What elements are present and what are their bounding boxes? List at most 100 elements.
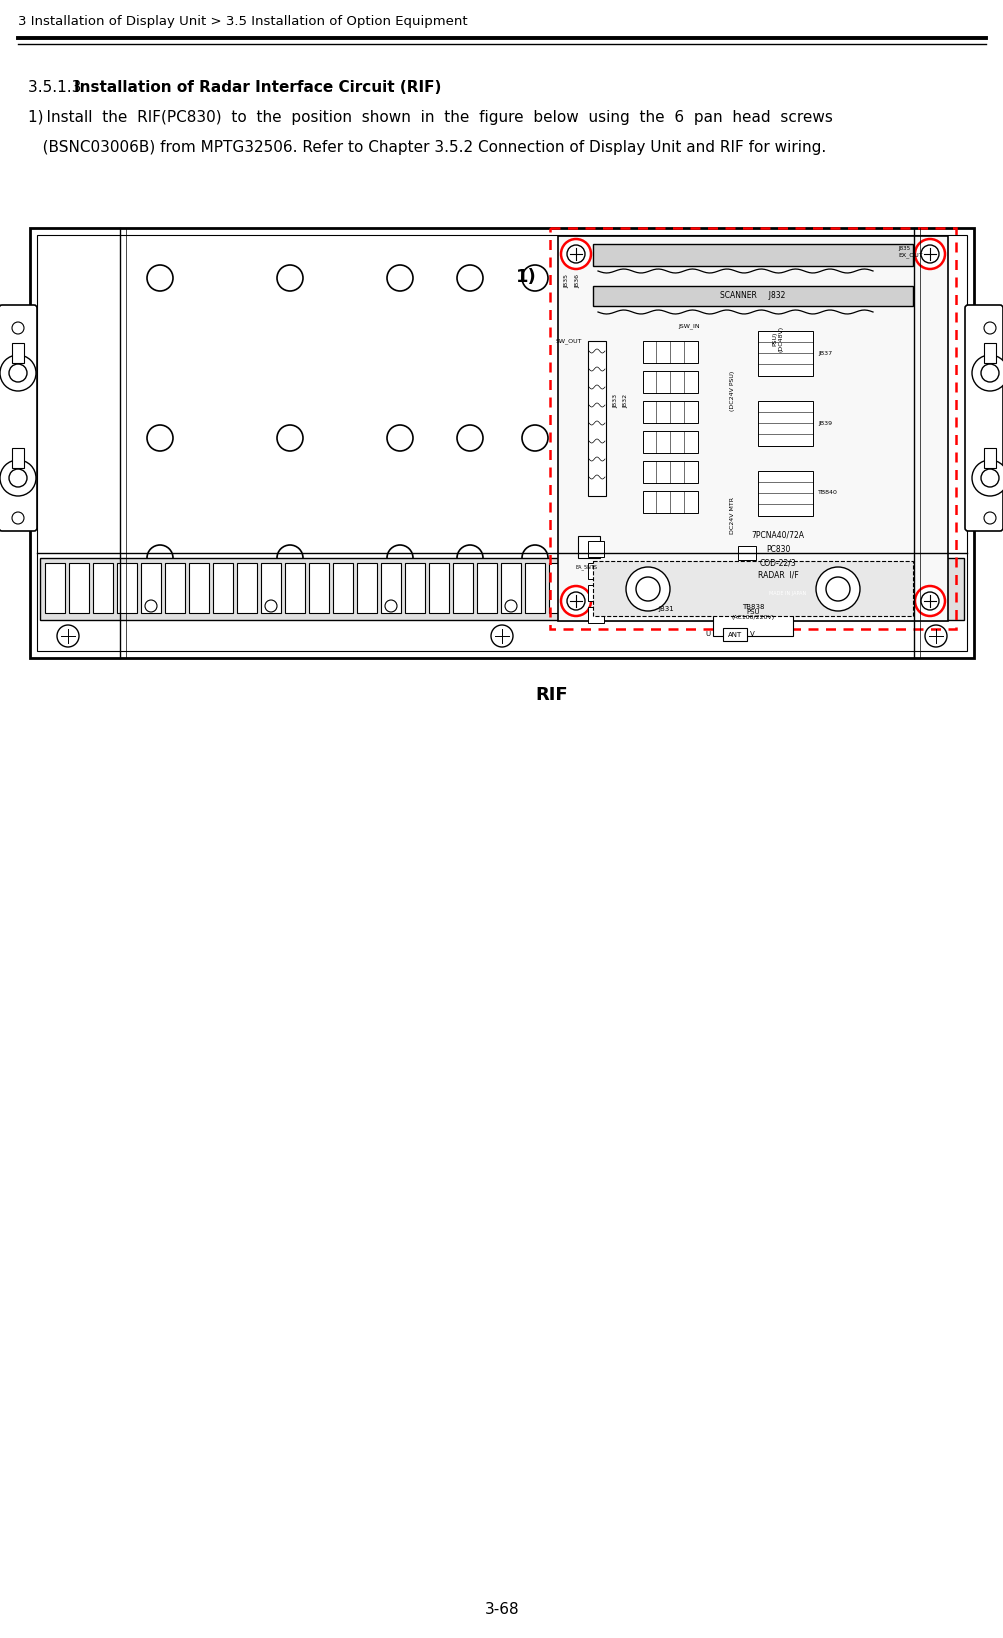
Bar [588,585,604,601]
Bar [642,460,697,483]
Circle shape [914,586,944,616]
Text: 3.5.1.3: 3.5.1.3 [28,80,86,95]
Bar [285,563,305,613]
Bar [558,236,947,621]
Text: DC24V MTR: DC24V MTR [730,498,735,534]
Bar [140,563,160,613]
Bar [712,601,792,636]
Text: JB37: JB37 [817,351,831,355]
Bar [357,563,376,613]
Bar [30,228,973,658]
Circle shape [567,246,585,264]
Text: U: U [705,631,710,637]
Circle shape [146,424,173,450]
Bar [722,627,746,640]
Circle shape [983,323,995,334]
Text: 3-68: 3-68 [484,1602,519,1617]
Text: 1): 1) [516,269,537,287]
Text: RIF: RIF [536,686,568,704]
Circle shape [456,545,482,572]
Bar [309,563,329,613]
Bar [261,563,281,613]
Bar [525,563,545,613]
Circle shape [12,513,24,524]
Circle shape [522,424,548,450]
Bar [983,449,995,468]
Text: V: V [749,631,753,637]
Text: JB33: JB33 [613,393,618,408]
Circle shape [384,600,396,613]
Bar [428,563,448,613]
Bar [642,370,697,393]
Circle shape [386,545,412,572]
Bar [452,563,472,613]
Text: (AC100/220V): (AC100/220V) [731,614,773,621]
Circle shape [9,364,27,382]
Circle shape [920,591,938,609]
Bar [642,401,697,423]
Bar [578,536,600,559]
Circle shape [9,468,27,486]
Bar [983,342,995,364]
Bar [476,563,496,613]
Bar [642,491,697,513]
Circle shape [625,600,636,613]
Circle shape [924,626,946,647]
Bar [45,563,65,613]
Bar [333,563,353,613]
Bar [164,563,185,613]
Circle shape [0,460,36,496]
Bar [593,560,912,616]
Bar [588,608,604,622]
Text: TB840: TB840 [817,490,838,496]
Circle shape [980,468,998,486]
Bar [37,234,966,650]
Circle shape [277,424,303,450]
Text: TB838: TB838 [741,604,763,609]
Bar [588,541,604,557]
Circle shape [522,265,548,292]
Text: EX_OUT: EX_OUT [897,252,922,257]
Circle shape [0,355,36,391]
Bar [642,341,697,364]
Circle shape [914,239,944,269]
Circle shape [386,265,412,292]
Bar [549,563,569,613]
Text: (BSNC03006B) from MPTG32506. Refer to Chapter 3.5.2 Connection of Display Unit a: (BSNC03006B) from MPTG32506. Refer to Ch… [28,139,825,156]
Text: EA_5NTS: EA_5NTS [576,563,598,570]
Circle shape [971,355,1003,391]
FancyBboxPatch shape [964,305,1002,531]
Text: JB31: JB31 [657,606,673,613]
Circle shape [561,586,591,616]
Circle shape [12,323,24,334]
Circle shape [815,567,860,611]
Text: RADAR  I/F: RADAR I/F [757,572,797,580]
Text: SCANNER     J832: SCANNER J832 [719,292,785,300]
Circle shape [456,424,482,450]
Circle shape [144,600,156,613]
Circle shape [456,265,482,292]
Bar [588,341,606,496]
Circle shape [146,545,173,572]
Bar [755,586,820,600]
Bar [757,401,812,446]
Circle shape [983,513,995,524]
Circle shape [635,577,659,601]
Bar [737,545,755,560]
Bar [550,228,955,629]
Bar [678,560,700,614]
Bar [573,563,593,613]
Bar [650,560,672,614]
Text: JB36: JB36 [575,274,580,288]
Bar [93,563,113,613]
Bar [757,331,812,377]
Circle shape [277,545,303,572]
FancyBboxPatch shape [0,305,37,531]
Bar [597,563,617,613]
Bar [12,449,24,468]
Circle shape [626,567,669,611]
Text: (DC24V PSU): (DC24V PSU) [730,370,735,411]
Text: PSU: PSU [745,609,759,614]
Text: Installation of Radar Interface Circuit (RIF): Installation of Radar Interface Circuit … [74,80,441,95]
Circle shape [57,626,79,647]
